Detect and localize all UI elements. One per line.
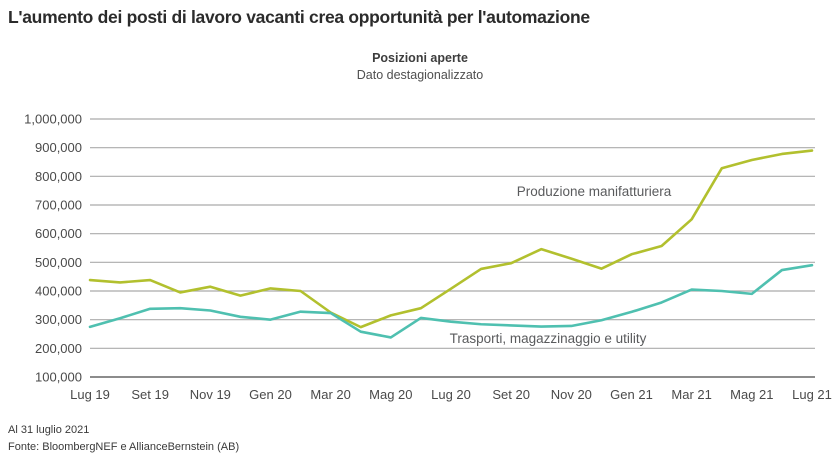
x-axis-tick-label: Lug 19 (70, 387, 110, 402)
x-axis-tick-label: Lug 20 (431, 387, 471, 402)
chart-title: Posizioni aperte (372, 51, 468, 65)
x-axis-tick-label: Gen 20 (249, 387, 292, 402)
y-axis-tick-label: 200,000 (35, 341, 82, 356)
series-line (88, 149, 814, 329)
x-axis-tick-label: Nov 20 (551, 387, 592, 402)
x-axis-tick-label: Mar 20 (310, 387, 350, 402)
y-axis-tick-label: 500,000 (35, 255, 82, 270)
series-line (88, 263, 814, 339)
as-of-date: Al 31 luglio 2021 (8, 424, 90, 436)
series-annotation-label: Trasporti, magazzinaggio e utility (450, 331, 647, 346)
x-axis-tick-label: Set 19 (131, 387, 169, 402)
page-title: L'aumento dei posti di lavoro vacanti cr… (8, 7, 590, 27)
y-axis-tick-label: 900,000 (35, 140, 82, 155)
y-axis-tick-label: 600,000 (35, 226, 82, 241)
x-axis-tick-label: Set 20 (492, 387, 530, 402)
y-axis-tick-label: 100,000 (35, 370, 82, 385)
x-axis-tick-label: Mar 21 (671, 387, 711, 402)
x-axis-tick-label: Lug 21 (792, 387, 832, 402)
y-axis-tick-label: 400,000 (35, 284, 82, 299)
x-axis-tick-label: Gen 21 (610, 387, 653, 402)
y-axis-tick-label: 800,000 (35, 169, 82, 184)
x-axis-tick-label: Nov 19 (190, 387, 231, 402)
y-axis-tick-label: 700,000 (35, 198, 82, 213)
series-annotation-label: Produzione manifatturiera (517, 184, 672, 199)
chart-subtitle: Dato destagionalizzato (356, 68, 484, 82)
source-credit: Fonte: BloombergNEF e AllianceBernstein … (8, 441, 240, 453)
y-axis-tick-label: 1,000,000 (24, 112, 82, 127)
y-axis-tick-label: 300,000 (35, 312, 82, 327)
x-axis-tick-label: Mag 21 (730, 387, 773, 402)
x-axis-tick-label: Mag 20 (369, 387, 412, 402)
